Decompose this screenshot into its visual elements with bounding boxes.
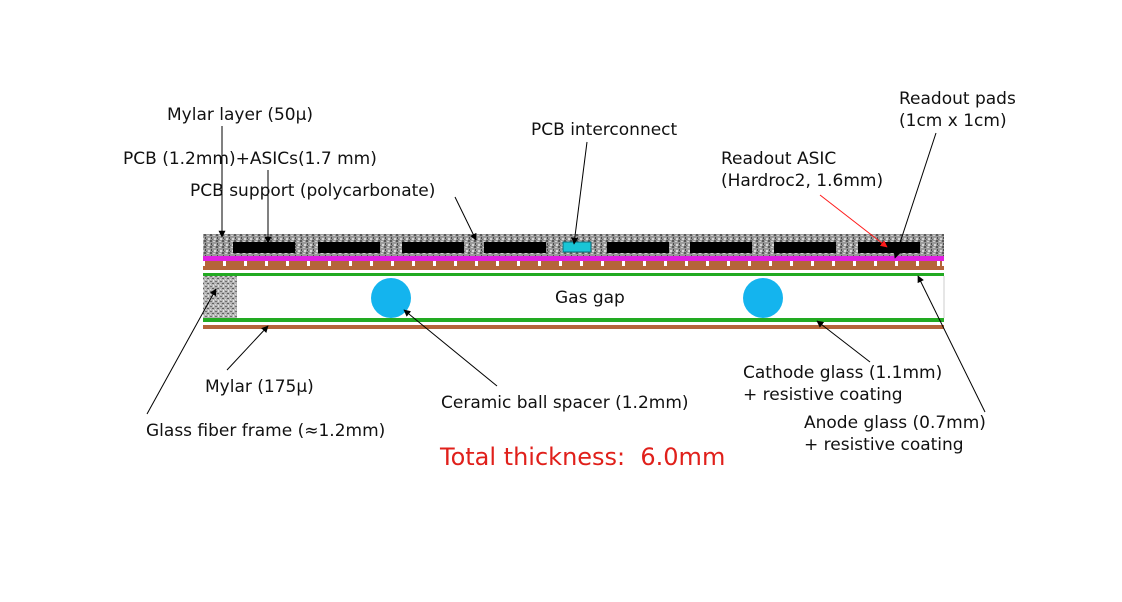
bottom-mylar-line xyxy=(203,325,944,329)
readout-pad xyxy=(751,261,769,266)
leader-ceramic-ball xyxy=(403,309,498,387)
readout-pad xyxy=(499,261,517,266)
readout-pad xyxy=(541,261,559,266)
asic-block xyxy=(318,242,380,253)
leader-cathode-glass xyxy=(816,320,871,363)
readout-pad xyxy=(457,261,475,266)
label-readout-asic-1: Readout ASIC xyxy=(721,149,837,169)
label-glass-fiber-frame: Glass fiber frame (≈1.2mm) xyxy=(146,421,386,441)
ceramic-ball xyxy=(371,278,411,318)
label-gas-gap: Gas gap xyxy=(555,288,625,308)
label-ceramic-ball-spacer: Ceramic ball spacer (1.2mm) xyxy=(441,393,689,413)
readout-pad xyxy=(625,261,643,266)
readout-pad xyxy=(814,261,832,266)
readout-pad xyxy=(730,261,748,266)
readout-pad xyxy=(688,261,706,266)
asic-block xyxy=(484,242,546,253)
leader-mylar-175 xyxy=(226,325,269,371)
readout-pad xyxy=(835,261,853,266)
label-total-thickness: Total thickness: 6.0mm xyxy=(440,443,726,471)
glass-fiber-frame xyxy=(203,276,237,318)
readout-pad xyxy=(562,261,580,266)
readout-pad xyxy=(709,261,727,266)
readout-pad xyxy=(205,261,223,266)
top-copper-line xyxy=(203,266,944,270)
label-mylar-175: Mylar (175μ) xyxy=(205,377,314,397)
asic-block xyxy=(774,242,836,253)
label-readout-pads-2: (1cm x 1cm) xyxy=(899,111,1007,131)
asic-block xyxy=(858,242,920,253)
readout-pad xyxy=(415,261,433,266)
label-mylar-layer: Mylar layer (50μ) xyxy=(167,105,314,125)
readout-pad xyxy=(331,261,349,266)
asic-block xyxy=(402,242,464,253)
leader-pcb-support xyxy=(454,196,477,241)
label-pcb-support: PCB support (polycarbonate) xyxy=(190,181,436,201)
label-cathode-glass-2: + resistive coating xyxy=(743,385,903,405)
readout-pad xyxy=(394,261,412,266)
label-pcb-interconnect: PCB interconnect xyxy=(531,120,678,140)
cathode-glass-line xyxy=(203,318,944,322)
asic-block xyxy=(690,242,752,253)
asic-block xyxy=(607,242,669,253)
readout-pad xyxy=(772,261,790,266)
readout-pad xyxy=(877,261,895,266)
pcb-layer xyxy=(203,256,944,261)
readout-pad xyxy=(940,261,942,266)
leader-pcb-interconnect xyxy=(571,141,588,245)
label-cathode-glass-1: Cathode glass (1.1mm) xyxy=(743,363,943,383)
leader-readout-pads xyxy=(893,132,937,259)
readout-pad xyxy=(226,261,244,266)
asic-blocks xyxy=(233,242,920,253)
readout-pad xyxy=(856,261,874,266)
readout-pad xyxy=(268,261,286,266)
leader-readout-asic xyxy=(819,194,888,248)
readout-pad xyxy=(667,261,685,266)
readout-pad xyxy=(919,261,937,266)
readout-pad xyxy=(310,261,328,266)
readout-pad xyxy=(478,261,496,266)
label-readout-pads-1: Readout pads xyxy=(899,89,1016,109)
leader-glass-fiber-frame xyxy=(146,288,217,415)
label-anode-glass-1: Anode glass (0.7mm) xyxy=(804,413,986,433)
readout-pad xyxy=(583,261,601,266)
readout-pad xyxy=(646,261,664,266)
asic-block xyxy=(233,242,295,253)
pcb-interconnect-block xyxy=(562,241,592,253)
label-readout-asic-2: (Hardroc2, 1.6mm) xyxy=(721,171,884,191)
label-anode-glass-2: + resistive coating xyxy=(804,435,964,455)
leader-anode-glass xyxy=(917,275,986,413)
readout-pad xyxy=(520,261,538,266)
ceramic-ball xyxy=(743,278,783,318)
readout-pad xyxy=(793,261,811,266)
readout-pad xyxy=(247,261,265,266)
readout-pad xyxy=(436,261,454,266)
readout-pad xyxy=(289,261,307,266)
readout-pads-row xyxy=(205,261,942,266)
readout-pad xyxy=(352,261,370,266)
leader-lines xyxy=(146,126,986,415)
anode-glass-line xyxy=(203,273,944,276)
readout-pad xyxy=(898,261,916,266)
label-pcb-asics: PCB (1.2mm)+ASICs(1.7 mm) xyxy=(123,149,377,169)
readout-pad xyxy=(373,261,391,266)
readout-pad xyxy=(604,261,622,266)
